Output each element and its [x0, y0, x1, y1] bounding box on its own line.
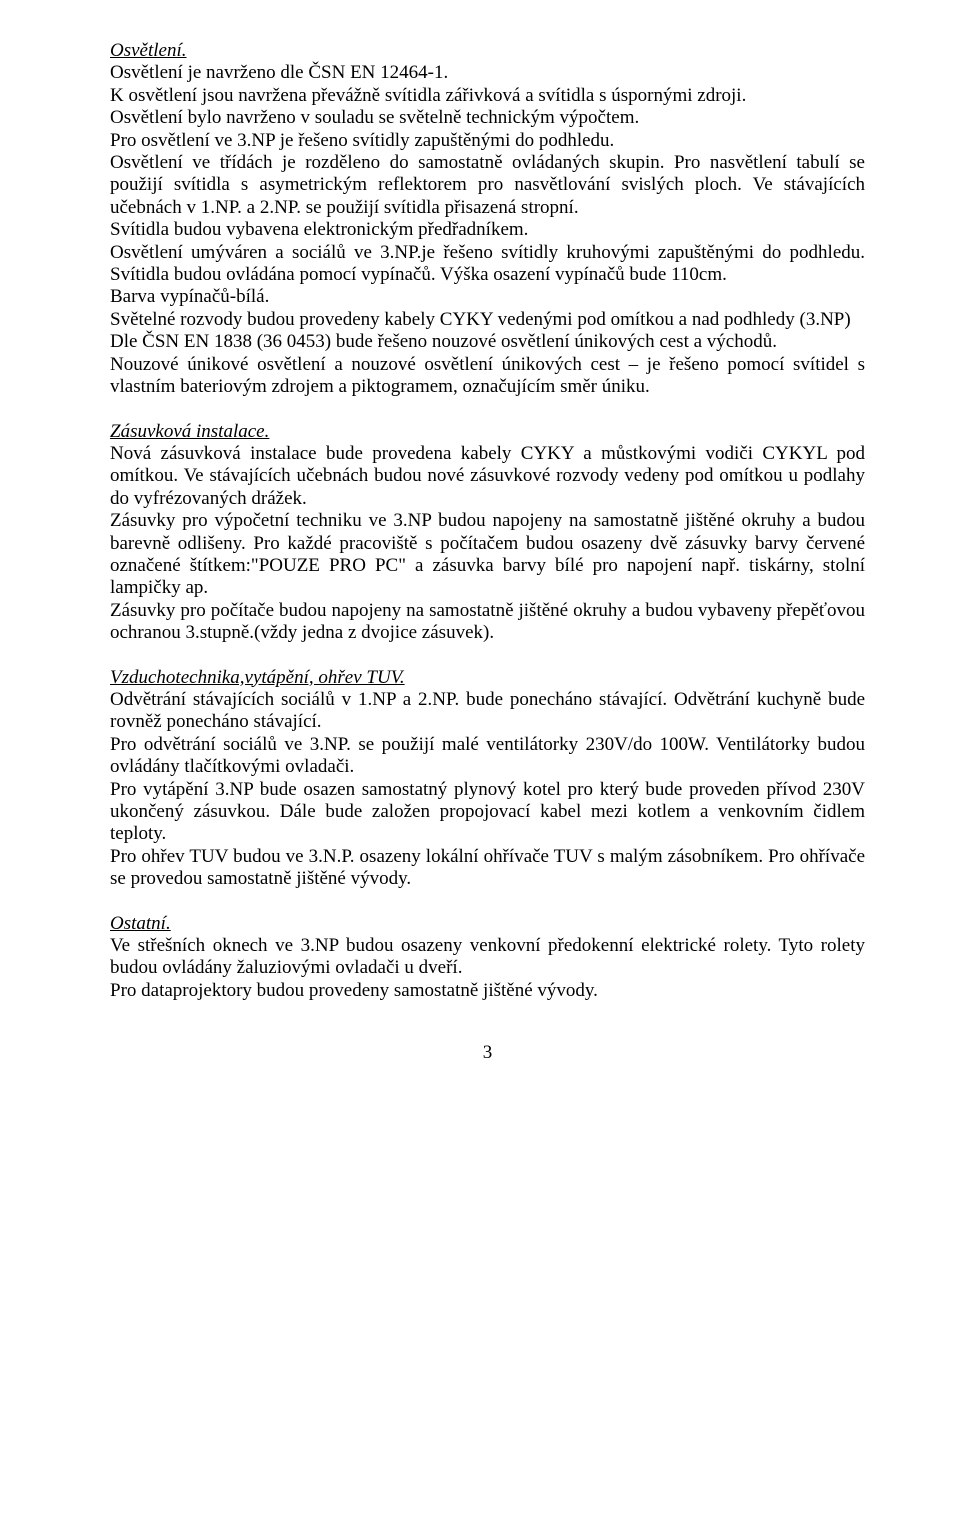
section-body-zasuvky: Nová zásuvková instalace bude provedena …: [110, 443, 865, 645]
section-body-ostatni: Ve střešních oknech ve 3.NP budou osazen…: [110, 935, 865, 1002]
section-vzt: Vzduchotechnika,vytápění, ohřev TUV. Odv…: [110, 667, 865, 891]
section-osvetleni: Osvětlení. Osvětlení je navrženo dle ČSN…: [110, 40, 865, 399]
section-title-ostatni: Ostatní.: [110, 913, 171, 934]
section-body-osvetleni: Osvětlení je navrženo dle ČSN EN 12464-1…: [110, 62, 865, 398]
section-ostatni: Ostatní. Ve střešních oknech ve 3.NP bud…: [110, 913, 865, 1003]
section-title-vzt: Vzduchotechnika,vytápění, ohřev TUV.: [110, 667, 405, 688]
section-title-zasuvky: Zásuvková instalace.: [110, 421, 269, 442]
section-title-osvetleni: Osvětlení.: [110, 40, 187, 61]
document-page: Osvětlení. Osvětlení je navrženo dle ČSN…: [0, 0, 960, 1537]
section-zasuvky: Zásuvková instalace. Nová zásuvková inst…: [110, 421, 865, 645]
section-body-vzt: Odvětrání stávajících sociálů v 1.NP a 2…: [110, 689, 865, 891]
page-number: 3: [110, 1042, 865, 1064]
